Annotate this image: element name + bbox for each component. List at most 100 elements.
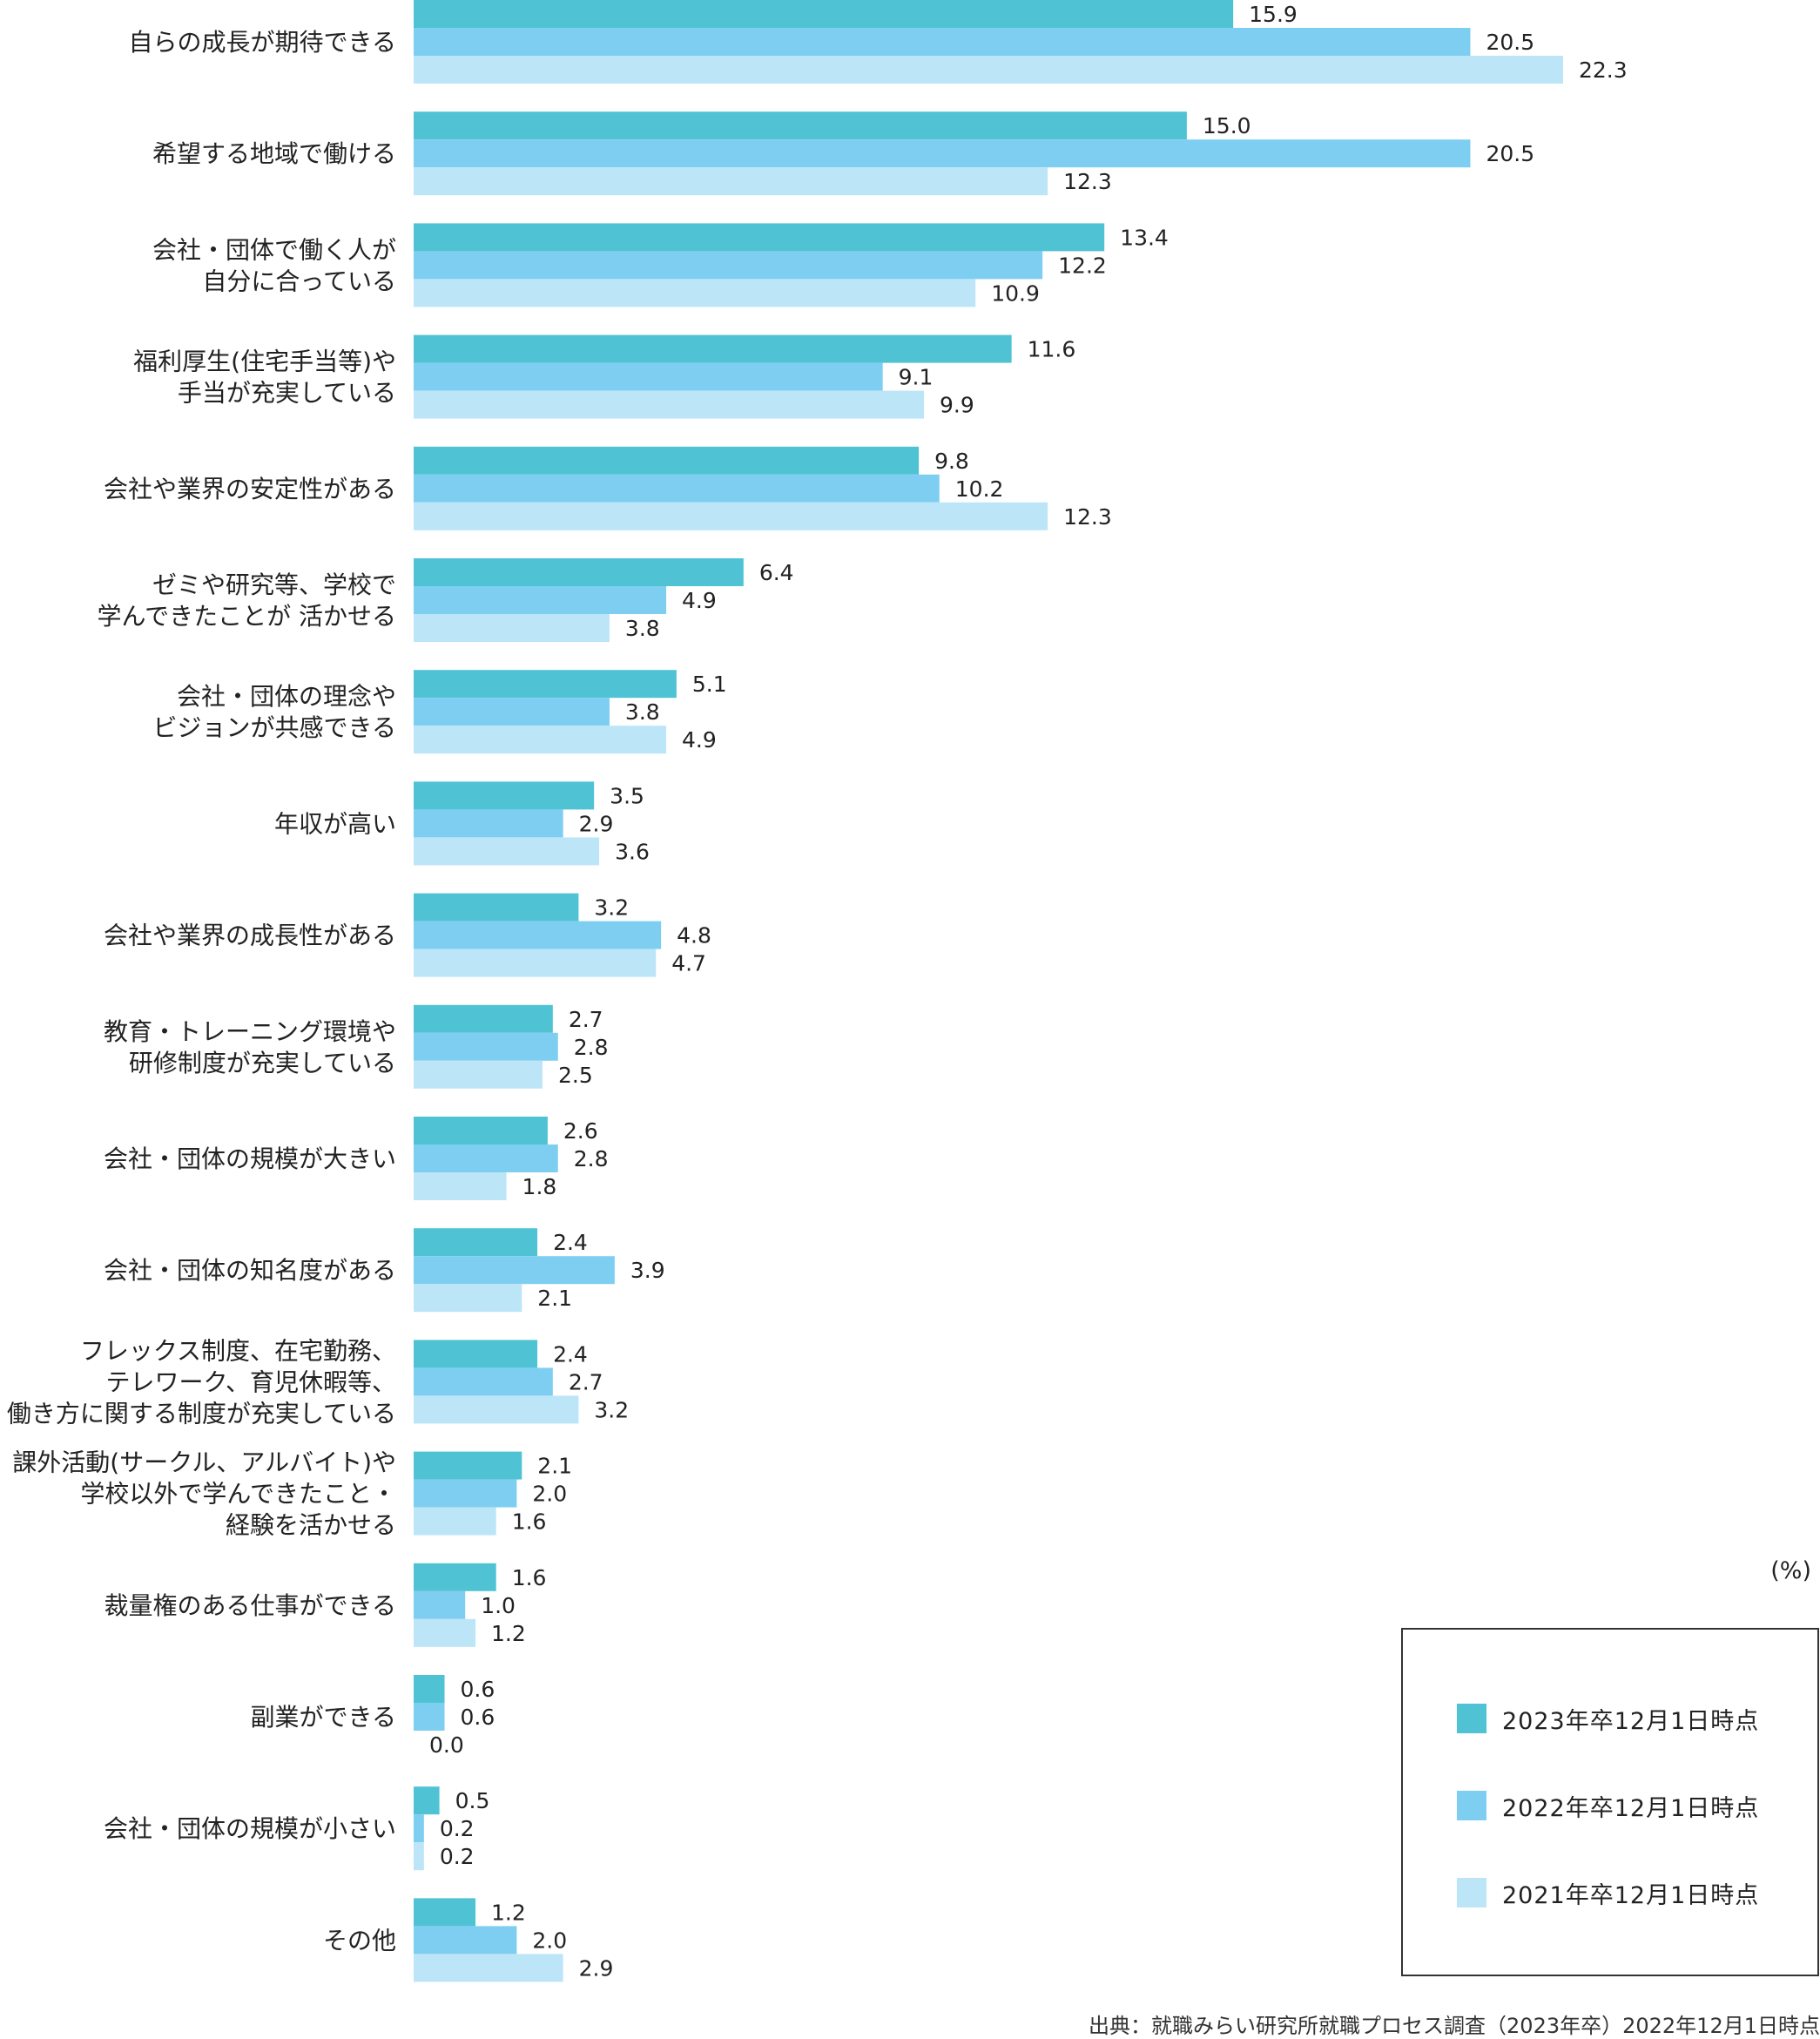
- bar: [414, 390, 925, 419]
- data-label: 0.2: [440, 1816, 475, 1841]
- bar: [414, 1060, 543, 1089]
- data-label: 4.8: [677, 923, 711, 949]
- data-label: 2.8: [574, 1146, 609, 1171]
- legend: 2023年卒12月1日時点 2022年卒12月1日時点 2021年卒12月1日時…: [1401, 1628, 1819, 1976]
- data-label: 15.9: [1249, 2, 1298, 27]
- data-label: 1.6: [512, 1565, 547, 1590]
- data-label: 3.8: [625, 699, 660, 725]
- data-label: 0.2: [440, 1844, 475, 1869]
- data-label: 3.2: [594, 1397, 629, 1422]
- data-label: 2.9: [579, 811, 614, 836]
- data-label: 2.4: [553, 1230, 588, 1255]
- data-label: 1.2: [491, 1621, 526, 1646]
- category-label: ゼミや研究等、学校で: [152, 571, 396, 599]
- category-label: 学んできたことが 活かせる: [97, 602, 396, 631]
- data-label: 9.1: [899, 365, 934, 390]
- bar: [414, 1898, 476, 1927]
- category-label: 学校以外で学んできたこと・: [80, 1480, 396, 1509]
- bar: [414, 1563, 496, 1591]
- bar: [414, 1340, 538, 1368]
- bar: [414, 809, 563, 838]
- category-label: 会社や業界の成長性がある: [104, 922, 396, 950]
- bar: [414, 837, 600, 866]
- bar: [414, 223, 1105, 252]
- bar: [414, 1814, 424, 1843]
- legend-swatch-2022: [1457, 1791, 1486, 1820]
- bar: [414, 698, 610, 726]
- bar: [414, 1004, 553, 1033]
- bar: [414, 56, 1563, 84]
- bar: [414, 893, 579, 922]
- category-label: 会社や業界の安定性がある: [104, 475, 396, 503]
- bar: [414, 167, 1048, 196]
- legend-label-2023: 2023年卒12月1日時点: [1502, 1707, 1760, 1735]
- data-label: 2.1: [537, 1286, 572, 1311]
- data-label: 20.5: [1486, 141, 1534, 166]
- bar: [414, 781, 595, 810]
- data-label: 5.1: [692, 672, 727, 697]
- category-label: 自分に合っている: [202, 267, 396, 295]
- bar: [414, 1144, 558, 1172]
- bar: [414, 1618, 476, 1647]
- bar: [414, 1954, 563, 1982]
- bar: [414, 1926, 517, 1955]
- bar: [414, 474, 940, 503]
- bar: [414, 1675, 445, 1703]
- bar: [414, 1479, 517, 1508]
- bar: [414, 670, 677, 699]
- bar: [414, 1842, 424, 1871]
- bar: [414, 111, 1187, 140]
- category-label: ビジョンが共感できる: [153, 713, 396, 742]
- data-label: 13.4: [1120, 225, 1169, 250]
- category-label: 会社・団体の理念や: [177, 682, 396, 711]
- data-label: 2.0: [532, 1482, 567, 1507]
- category-label: 働き方に関する制度が充実している: [7, 1399, 396, 1428]
- data-label: 10.2: [955, 476, 1004, 502]
- bar: [414, 502, 1048, 530]
- data-label: 12.3: [1063, 504, 1112, 530]
- data-label: 10.9: [991, 280, 1040, 306]
- legend-label-2021: 2021年卒12月1日時点: [1502, 1881, 1760, 1909]
- category-label: 年収が高い: [274, 809, 396, 838]
- data-label: 2.7: [569, 1007, 603, 1032]
- bar: [414, 0, 1234, 28]
- legend-swatch-2023: [1457, 1704, 1486, 1733]
- bar: [414, 1451, 522, 1480]
- data-label: 3.8: [625, 616, 660, 641]
- data-label: 4.7: [671, 951, 706, 976]
- bar: [414, 1256, 615, 1285]
- data-label: 9.8: [934, 449, 969, 474]
- bar: [414, 1117, 548, 1144]
- bar: [414, 139, 1471, 168]
- bar: [414, 1228, 538, 1257]
- category-label: テレワーク、育児休暇等、: [106, 1367, 396, 1396]
- data-label: 2.1: [537, 1454, 572, 1479]
- bar: [414, 586, 667, 614]
- category-label: 会社・団体の規模が大きい: [104, 1144, 396, 1173]
- bar: [414, 614, 610, 642]
- category-label: フレックス制度、在宅勤務、: [80, 1336, 396, 1365]
- data-label: 1.6: [512, 1509, 547, 1535]
- legend-item-2023: 2023年卒12月1日時点: [1457, 1703, 1760, 1735]
- category-label: 福利厚生(住宅手当等)や: [133, 348, 396, 376]
- bar: [414, 558, 744, 586]
- data-label: 0.6: [461, 1677, 495, 1702]
- data-label: 9.9: [940, 393, 974, 418]
- data-label: 1.8: [522, 1174, 557, 1199]
- category-label: 教育・トレーニング環境や: [104, 1017, 396, 1046]
- data-label: 12.2: [1058, 253, 1107, 278]
- legend-swatch-2021: [1457, 1878, 1486, 1907]
- data-label: 12.3: [1063, 169, 1112, 194]
- data-label: 4.9: [682, 588, 717, 613]
- category-label: 希望する地域で働ける: [152, 139, 396, 168]
- category-label: 手当が充実している: [178, 379, 396, 408]
- category-label: 裁量権のある仕事ができる: [104, 1591, 396, 1620]
- bar: [414, 334, 1012, 363]
- bar: [414, 1590, 466, 1619]
- category-label: 副業ができる: [251, 1703, 396, 1732]
- data-label: 22.3: [1579, 57, 1628, 83]
- data-label: 3.5: [610, 783, 644, 808]
- bar: [414, 921, 662, 949]
- data-label: 2.7: [569, 1369, 603, 1394]
- bar: [414, 949, 657, 977]
